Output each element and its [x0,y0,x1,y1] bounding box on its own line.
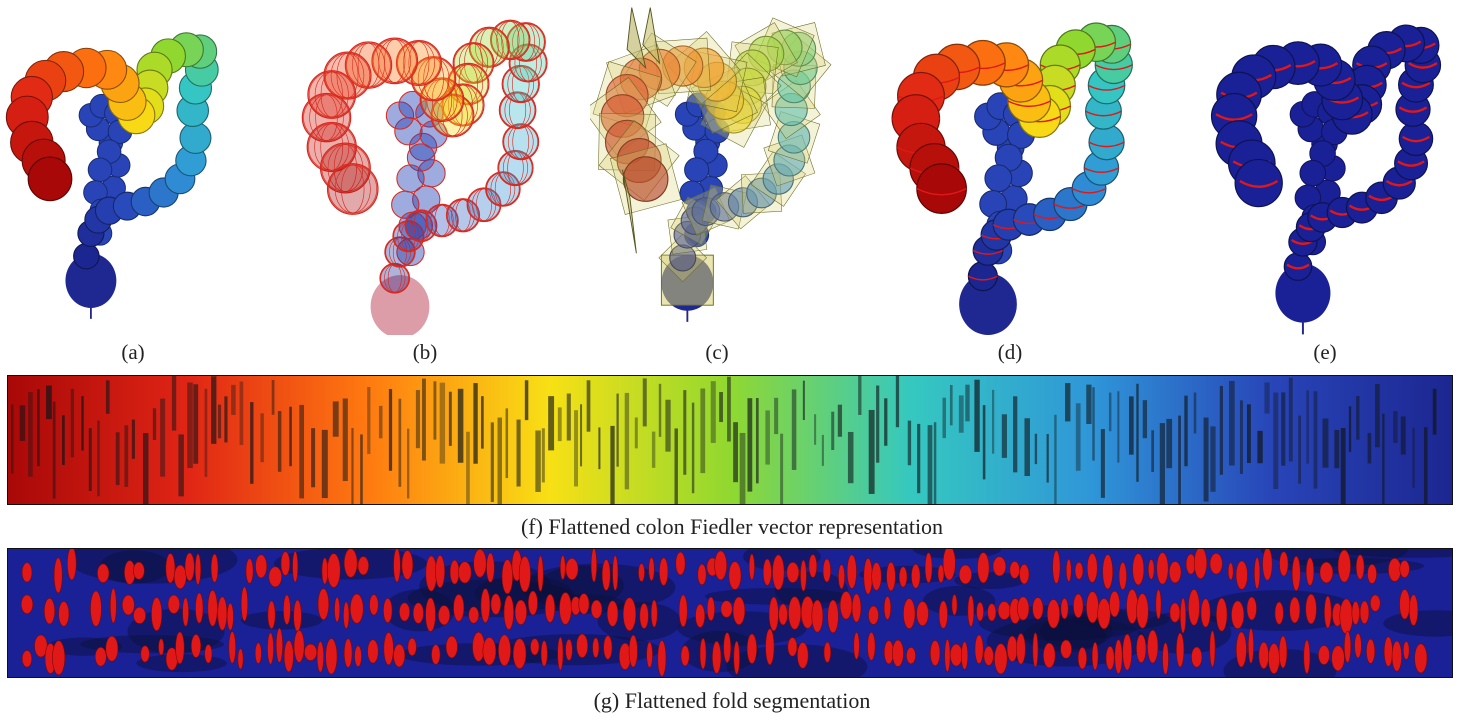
strip-g-caption: (g) Flattened fold segmentation [593,688,871,713]
panel-d-label: (d) [997,340,1023,364]
panel-e [1195,0,1460,335]
colon-render-a [5,32,219,319]
strip-f-image [7,375,1453,505]
panel-b-label: (b) [412,340,438,364]
strip-f-caption: (f) Flattened colon Fiedler vector repre… [520,514,944,539]
panel-a-label: (a) [121,340,145,364]
colon-render-d [891,22,1133,335]
strip-f-fiedler [7,375,1453,505]
colon-render-e [1210,24,1442,335]
strip-g-image [7,548,1453,678]
strip-g-segmentation [7,548,1453,678]
panel-d [880,0,1150,335]
panel-c [590,0,845,335]
panel-e-label: (e) [1313,340,1337,364]
panel-a [0,0,250,335]
panel-b [290,0,565,335]
colon-render-b [301,19,548,335]
panel-c-label: (c) [705,340,729,364]
colon-render-c [590,7,832,322]
